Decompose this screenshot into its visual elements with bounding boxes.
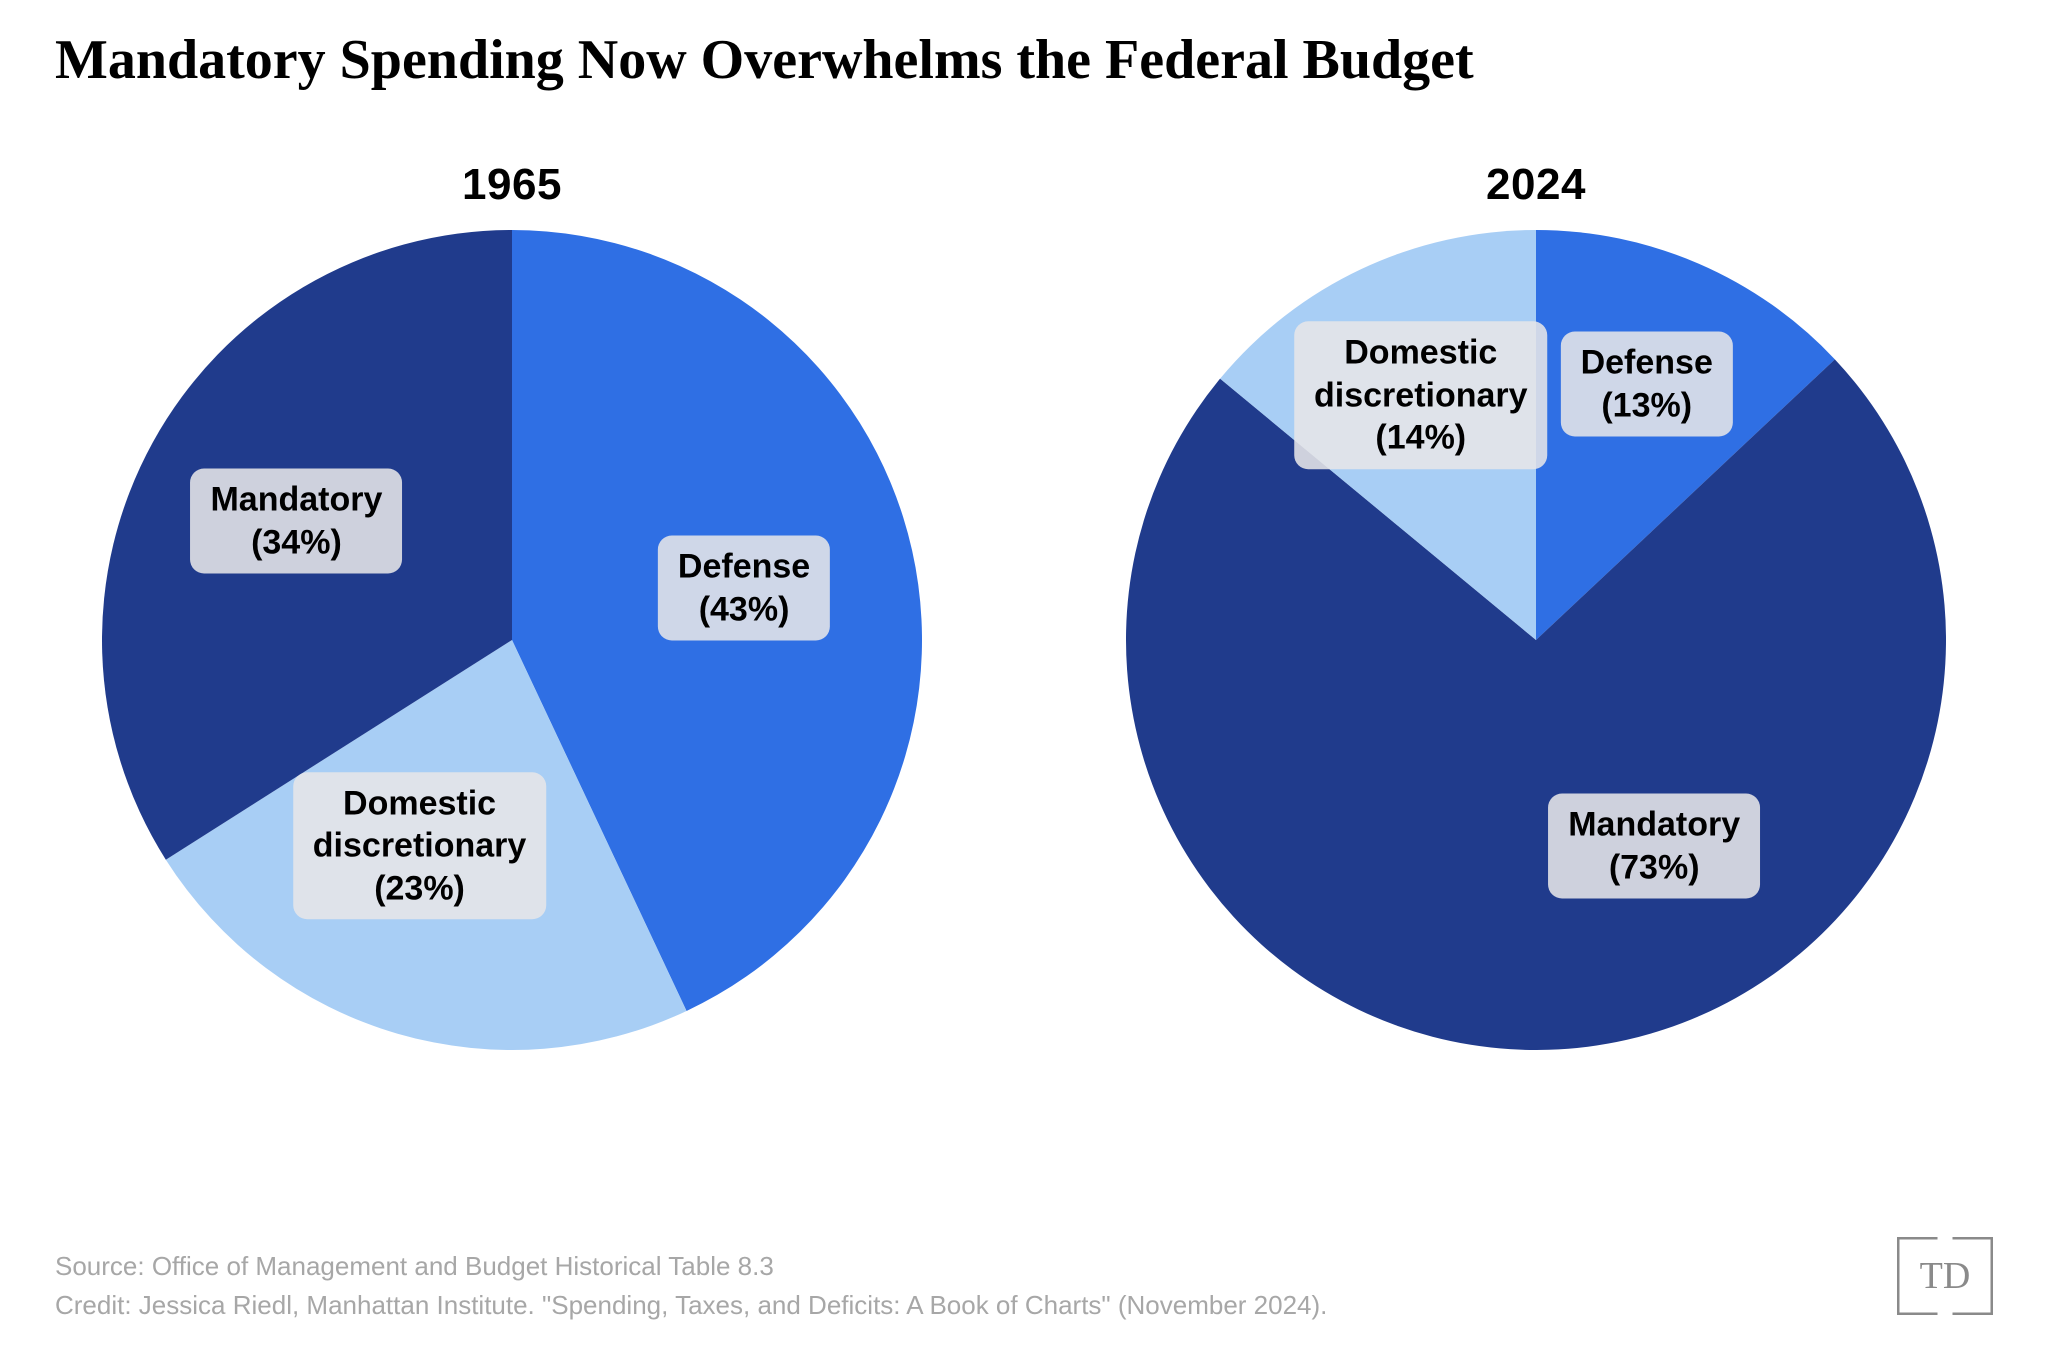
footer-credits: Source: Office of Management and Budget … (55, 1247, 1327, 1325)
chart-2024: 2024 Defense(13%) Mandatory(73%) Domesticd… (1126, 160, 1946, 1050)
chart-1965: 1965 Defense(43%) Domesticdiscretionary(2… (102, 160, 922, 1050)
chart-1965-title: 1965 (462, 160, 562, 210)
pie-2024: Defense(13%) Mandatory(73%) Domesticdiscre… (1126, 230, 1946, 1050)
pie-1965: Defense(43%) Domesticdiscretionary(23%) Ma… (102, 230, 922, 1050)
chart-2024-title: 2024 (1486, 160, 1586, 210)
svg-text:TD: TD (1920, 1255, 1971, 1297)
pie-1965-label-defense: Defense(43%) (658, 536, 830, 641)
pie-2024-label-domestic: Domesticdiscretionary(14%) (1294, 321, 1548, 469)
footer-credit: Credit: Jessica Riedl, Manhattan Institu… (55, 1286, 1327, 1325)
page-root: Mandatory Spending Now Overwhelms the Fe… (0, 0, 2048, 1365)
pie-1965-label-domestic: Domesticdiscretionary(23%) (293, 772, 547, 920)
publisher-logo: TD (1897, 1237, 1993, 1320)
pie-2024-label-defense: Defense(13%) (1561, 332, 1733, 437)
pie-2024-label-mandatory: Mandatory(73%) (1548, 794, 1760, 899)
pie-1965-label-mandatory: Mandatory(34%) (190, 469, 402, 574)
charts-row: 1965 Defense(43%) Domesticdiscretionary(2… (0, 160, 2048, 1180)
footer-source: Source: Office of Management and Budget … (55, 1247, 1327, 1286)
page-title: Mandatory Spending Now Overwhelms the Fe… (55, 30, 1474, 92)
